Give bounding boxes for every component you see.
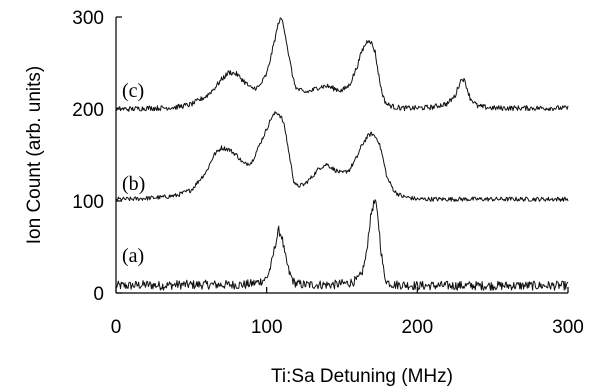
x-axis-title: Ti:Sa Detuning (MHz) bbox=[271, 366, 453, 387]
x-tick-label: 300 bbox=[552, 317, 584, 338]
axes bbox=[115, 17, 568, 294]
trace-b bbox=[115, 111, 569, 202]
y-tick-label: 300 bbox=[72, 8, 104, 29]
panel-label-c: (c) bbox=[122, 80, 144, 102]
x-tick-label: 100 bbox=[251, 317, 283, 338]
x-tick-label: 200 bbox=[401, 317, 433, 338]
panel-label-b: (b) bbox=[122, 173, 145, 195]
trace-c bbox=[115, 17, 569, 112]
traces bbox=[115, 17, 569, 291]
y-axis-title: Ion Count (arb. units) bbox=[24, 66, 45, 244]
panel-label-a: (a) bbox=[122, 245, 144, 267]
x-tick-label: 0 bbox=[111, 317, 122, 338]
y-tick-label: 100 bbox=[72, 192, 104, 213]
ticks: 0 100 200 300 0 100 200 300 bbox=[72, 8, 584, 338]
y-tick-label: 0 bbox=[93, 284, 104, 305]
trace-a bbox=[115, 199, 569, 291]
panel-labels: (a) (b) (c) bbox=[122, 80, 145, 267]
y-tick-label: 200 bbox=[72, 100, 104, 121]
